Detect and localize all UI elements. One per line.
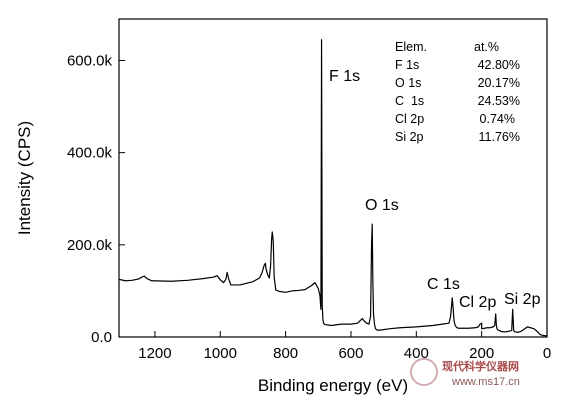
watermark-logo-icon bbox=[410, 358, 438, 386]
table-row-element: Si 2p bbox=[395, 130, 424, 144]
table-header-element: Elem. bbox=[395, 40, 427, 54]
table-row-value: 0.74% bbox=[480, 112, 515, 126]
table-header-atomic-percent: at.% bbox=[474, 40, 499, 54]
peak-label-si2p: Si 2p bbox=[504, 291, 541, 308]
x-tick-label: 800 bbox=[273, 345, 298, 362]
x-tick-label: 600 bbox=[338, 345, 363, 362]
x-axis: 1200 1000 800 600 400 200 0 bbox=[138, 331, 551, 362]
y-axis-title: Intensity (CPS) bbox=[15, 121, 34, 235]
table-row-element: Cl 2p bbox=[395, 112, 424, 126]
table-row-element: O 1s bbox=[395, 76, 421, 90]
y-tick-label: 200.0k bbox=[67, 237, 113, 254]
y-axis: 0.0 200.0k 400.0k 600.0k bbox=[67, 52, 125, 346]
y-tick-label: 400.0k bbox=[67, 145, 113, 162]
x-tick-label: 400 bbox=[404, 345, 429, 362]
peak-label-f1s: F 1s bbox=[329, 68, 360, 85]
peak-label-cl2p: Cl 2p bbox=[459, 294, 496, 311]
x-axis-title: Binding energy (eV) bbox=[258, 376, 408, 395]
table-row-element: F 1s bbox=[395, 58, 419, 72]
x-tick-label: 1200 bbox=[138, 345, 171, 362]
table-row-value: 42.80% bbox=[478, 58, 520, 72]
composition-table: Elem. at.% F 1s 42.80% O 1s 20.17% C 1s … bbox=[395, 40, 520, 144]
table-row-element: C 1s bbox=[395, 94, 424, 108]
watermark-url: www.ms17.cn bbox=[451, 376, 520, 388]
peak-label-c1s: C 1s bbox=[427, 276, 460, 293]
table-row-value: 20.17% bbox=[478, 76, 520, 90]
table-row-value: 24.53% bbox=[478, 94, 520, 108]
spectrum-line bbox=[118, 39, 548, 337]
y-tick-label: 600.0k bbox=[67, 52, 113, 69]
peak-label-o1s: O 1s bbox=[365, 197, 399, 214]
x-tick-label: 200 bbox=[469, 345, 494, 362]
x-tick-label: 0 bbox=[543, 345, 551, 362]
watermark: 现代科学仪器网 www.ms17.cn bbox=[410, 358, 520, 388]
y-tick-label: 0.0 bbox=[91, 329, 112, 346]
table-row-value: 11.76% bbox=[479, 130, 520, 144]
watermark-cn-text: 现代科学仪器网 bbox=[442, 359, 519, 373]
x-tick-label: 1000 bbox=[204, 345, 237, 362]
plot-area-frame bbox=[118, 18, 548, 338]
